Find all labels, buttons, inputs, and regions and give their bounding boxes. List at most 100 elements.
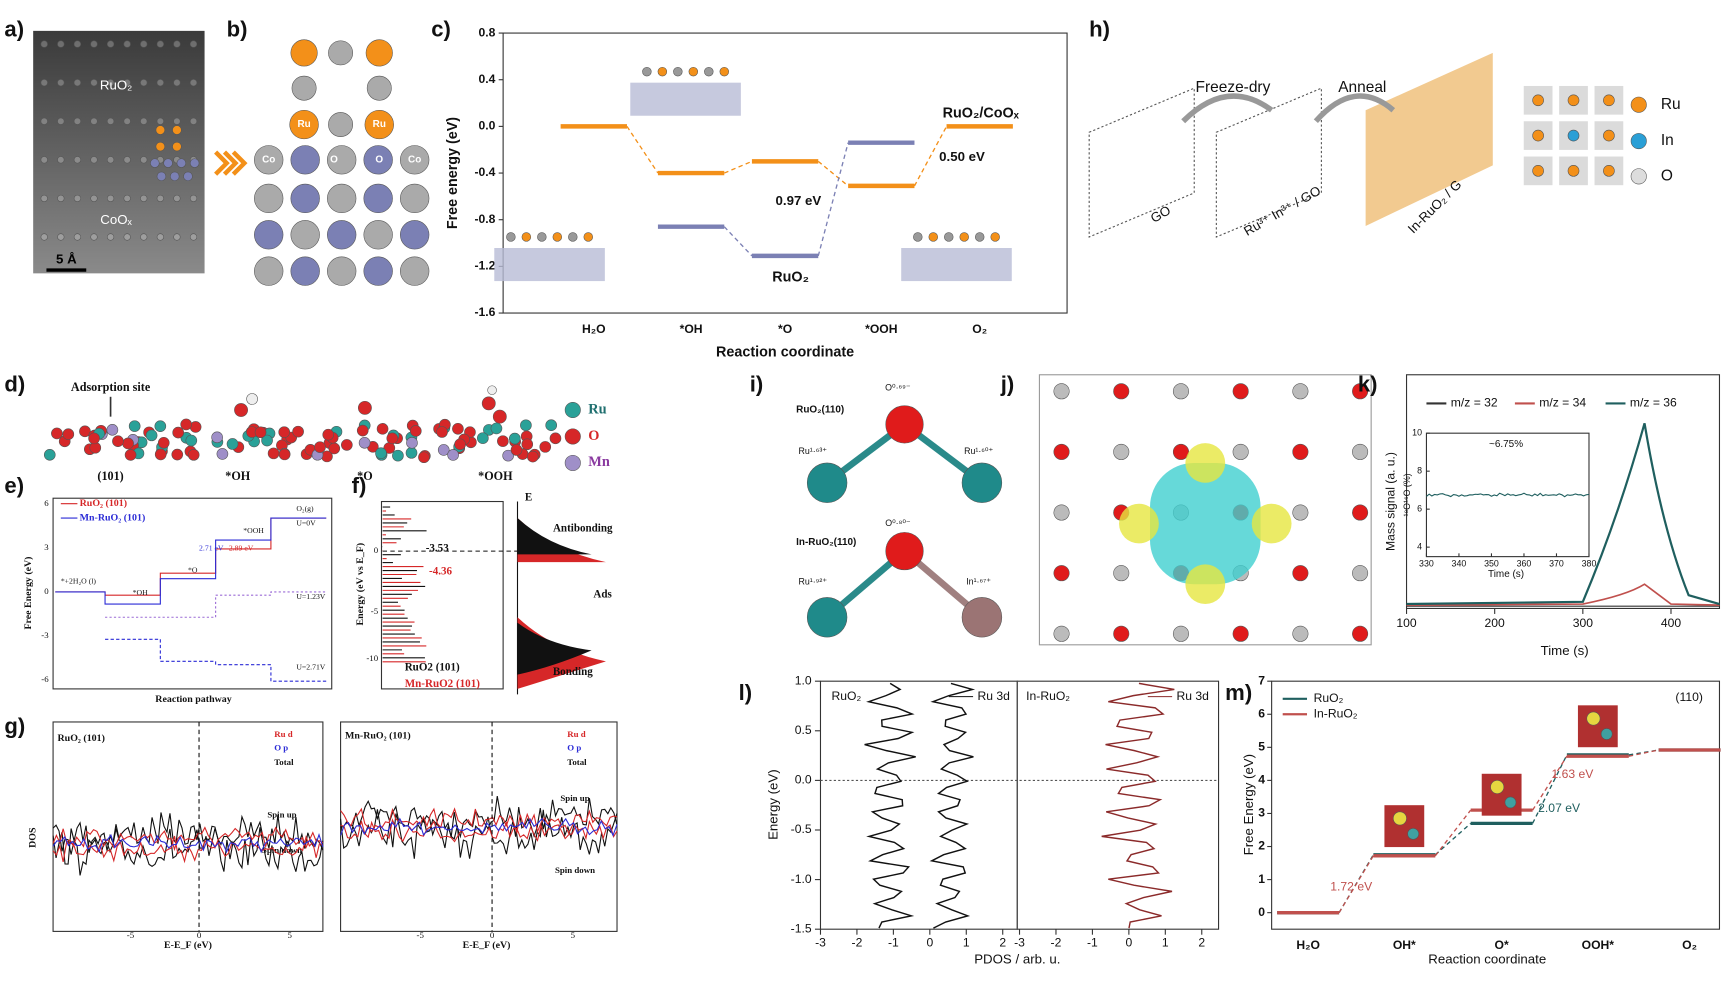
text-label: -1.6 xyxy=(474,305,495,319)
text-label: O p xyxy=(274,742,288,752)
atom xyxy=(1053,383,1070,400)
text-label: -5 xyxy=(371,606,379,616)
text-label: E xyxy=(525,492,532,504)
atom xyxy=(145,429,158,442)
atom xyxy=(1292,383,1309,400)
text-label: 0 xyxy=(1125,936,1132,950)
atom xyxy=(254,256,284,286)
curve xyxy=(340,809,618,859)
stem-spot xyxy=(140,40,148,48)
text-label: 6 xyxy=(44,498,49,508)
text-label: 5 xyxy=(1258,740,1265,754)
atom xyxy=(1603,129,1615,142)
text-label: Ru 3d xyxy=(1177,689,1209,703)
text-label: 1.0 xyxy=(795,673,812,687)
text-label: 0.5 xyxy=(795,723,812,737)
atom xyxy=(1232,625,1249,642)
atom xyxy=(1532,129,1544,142)
atom xyxy=(155,125,166,135)
text-label: 300 xyxy=(1573,616,1594,630)
text-label: 6 xyxy=(1417,503,1422,513)
text-label: Mn xyxy=(588,454,610,470)
atom xyxy=(180,418,192,431)
atom xyxy=(386,432,399,445)
stem-spot xyxy=(40,40,48,48)
text-label: O xyxy=(375,154,383,165)
stem-spot xyxy=(189,40,198,48)
text-label: i) xyxy=(750,372,764,397)
atom xyxy=(549,432,562,445)
slab xyxy=(494,248,605,282)
text-label: Spin down xyxy=(262,845,302,855)
text-label: 0.8 xyxy=(478,25,495,39)
text-label: Free Energy (eV) xyxy=(1241,754,1256,855)
text-label: -1.2 xyxy=(474,259,495,273)
curve xyxy=(52,826,324,852)
text-label: H₂O xyxy=(582,322,606,336)
text-label: Ru¹·⁹²⁺ xyxy=(798,576,827,586)
text-label: O xyxy=(1661,167,1673,184)
text-label: Total xyxy=(567,757,587,767)
stem-spot xyxy=(173,79,181,87)
text-label: RuO₂ (101) xyxy=(58,733,105,744)
text-label: RuO2 (101) xyxy=(405,662,460,674)
atom xyxy=(376,423,389,435)
text-label: 4 xyxy=(1417,541,1422,551)
text-label: a) xyxy=(4,17,24,42)
text-label: 0.97 eV xyxy=(776,193,822,208)
plot-frame xyxy=(1271,680,1721,930)
text-label: H₂O xyxy=(1296,938,1320,952)
text-label: c) xyxy=(431,17,451,42)
plot-frame xyxy=(1016,680,1220,930)
stem-spot xyxy=(40,156,48,164)
plot-frame xyxy=(819,680,1018,930)
curve xyxy=(340,817,618,837)
atom xyxy=(885,532,924,571)
stem-spot xyxy=(140,233,148,241)
text-label: Total xyxy=(274,757,294,767)
atom xyxy=(508,432,521,445)
atom xyxy=(1567,129,1580,142)
atom xyxy=(1232,383,1249,400)
stem-spot xyxy=(156,194,164,202)
density-lobe xyxy=(1119,503,1159,544)
text-label: *OOH xyxy=(478,469,513,483)
stem-spot xyxy=(57,233,65,241)
atom xyxy=(1352,383,1369,400)
text-label: CoOₓ xyxy=(100,212,132,227)
text-label: OOH* xyxy=(1582,938,1615,952)
text-label: 0 xyxy=(926,936,933,950)
stem-spot xyxy=(123,233,131,241)
atom xyxy=(341,439,353,451)
density-lobe xyxy=(1251,503,1292,544)
text-label: Free energy (eV) xyxy=(445,117,461,229)
atom xyxy=(392,449,404,462)
text-label: 5 xyxy=(287,930,292,940)
text-label: 0.0 xyxy=(478,119,495,133)
stem-spot xyxy=(156,117,164,125)
atom xyxy=(1407,828,1419,840)
text-label: 1 xyxy=(1258,872,1265,886)
text-label: ¹⁸O¹⁶O (%) xyxy=(1402,473,1412,516)
text-label: *O xyxy=(357,469,373,483)
connector xyxy=(1434,822,1472,856)
text-label: RuO₂ xyxy=(832,689,862,703)
stem-spot xyxy=(73,233,81,241)
atom xyxy=(128,420,141,432)
text-label: Reaction pathway xyxy=(155,694,232,705)
text-label: 350 xyxy=(1484,559,1499,569)
go-sheet xyxy=(1088,87,1195,238)
atom xyxy=(365,39,393,67)
stem-spot xyxy=(140,117,148,125)
atom xyxy=(171,448,184,461)
atom xyxy=(234,403,248,417)
text-label: 0 xyxy=(490,930,495,940)
density-lobe xyxy=(1185,564,1226,605)
atom xyxy=(1113,625,1130,642)
atom xyxy=(327,220,357,250)
text-label: *OOH xyxy=(865,322,897,336)
atom xyxy=(1113,565,1130,582)
atom xyxy=(497,435,509,447)
atom xyxy=(1532,94,1544,107)
